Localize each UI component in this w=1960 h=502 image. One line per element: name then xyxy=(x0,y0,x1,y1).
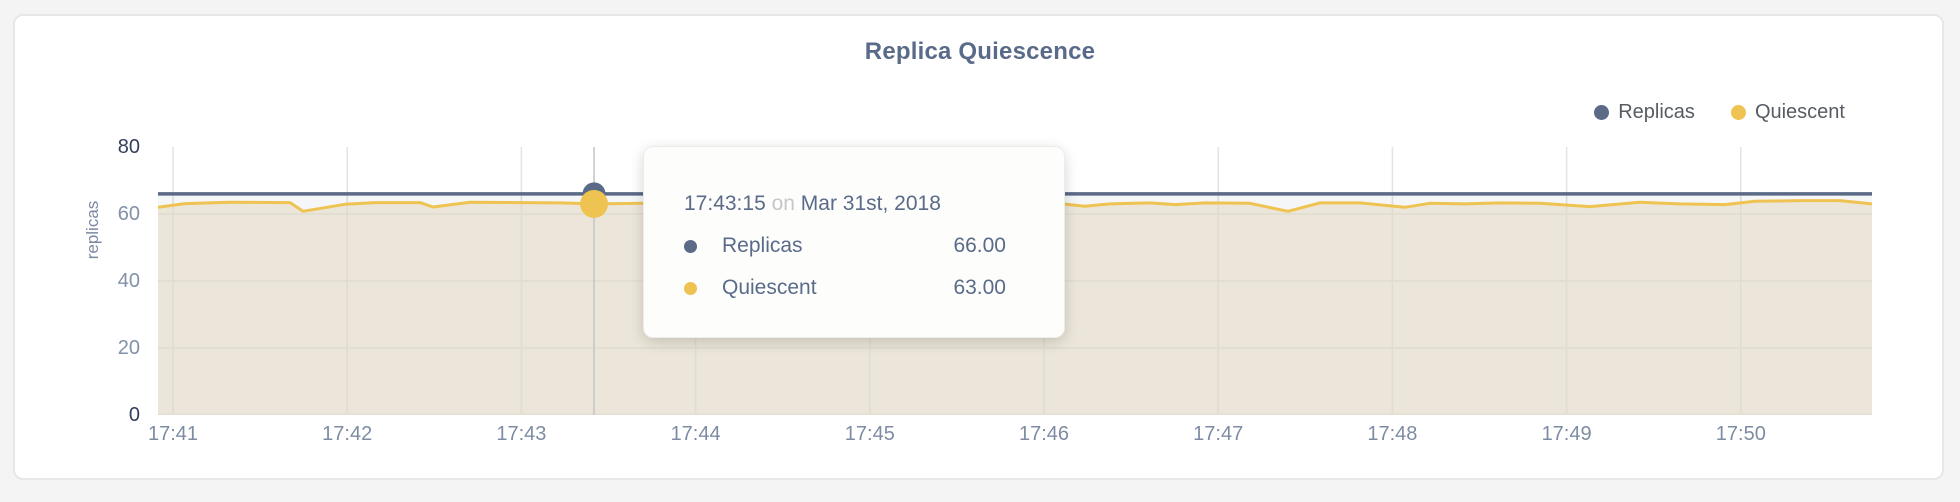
legend-label: Replicas xyxy=(1618,101,1695,123)
x-tick-label: 17:41 xyxy=(147,423,199,445)
y-tick-label: 0 xyxy=(128,404,140,426)
tooltip-row-replicas: Replicas 66.00 xyxy=(684,231,1006,261)
tooltip-connector: on xyxy=(771,192,795,215)
tooltip-series-label: Quiescent xyxy=(722,276,817,299)
quiescent-legend-dot-icon xyxy=(1730,105,1746,120)
tooltip-timestamp: 17:43:15 on Mar 31st, 2018 xyxy=(684,191,1006,217)
x-tick-label: 17:48 xyxy=(1367,423,1418,445)
chart-tooltip: 17:43:15 on Mar 31st, 2018 Replicas 66.0… xyxy=(643,146,1065,338)
legend-item-replicas[interactable]: Replicas xyxy=(1594,101,1695,124)
y-tick-label: 40 xyxy=(117,270,140,292)
y-tick-label: 60 xyxy=(117,203,140,225)
x-tick-label: 17:44 xyxy=(670,423,721,445)
x-tick-label: 17:45 xyxy=(844,423,895,445)
tooltip-series-label: Replicas xyxy=(722,234,803,257)
x-tick-label: 17:49 xyxy=(1541,423,1592,445)
tooltip-row-quiescent: Quiescent 63.00 xyxy=(684,273,1006,303)
x-tick-label: 17:47 xyxy=(1193,423,1244,445)
replicas-dot-icon xyxy=(684,239,697,253)
quiescent-line xyxy=(156,199,1874,213)
chart-title: Replica Quiescence xyxy=(864,38,1096,65)
legend-item-quiescent[interactable]: Quiescent xyxy=(1730,101,1845,124)
quiescent-dot-icon xyxy=(684,281,697,295)
x-tick-label: 17:42 xyxy=(322,423,373,445)
tooltip-rows: Replicas 66.00 Quiescent 63.00 xyxy=(684,231,1006,303)
tooltip-series-value: 63.00 xyxy=(953,276,1006,299)
x-tick-label: 17:43 xyxy=(496,423,547,445)
legend: Replicas Quiescent xyxy=(1594,101,1845,124)
tooltip-time: 17:43:15 xyxy=(684,192,766,215)
x-tick-label: 17:46 xyxy=(1018,423,1070,445)
legend-label: Quiescent xyxy=(1754,101,1845,123)
replicas-legend-dot-icon xyxy=(1594,105,1610,120)
y-tick-label: 80 xyxy=(117,136,140,158)
x-tick-label: 17:50 xyxy=(1715,423,1766,445)
tooltip-series-value: 66.00 xyxy=(953,234,1006,257)
tooltip-date: Mar 31st, 2018 xyxy=(800,192,941,215)
hover-point-quiescent[interactable] xyxy=(580,189,609,218)
y-tick-label: 20 xyxy=(117,337,140,359)
